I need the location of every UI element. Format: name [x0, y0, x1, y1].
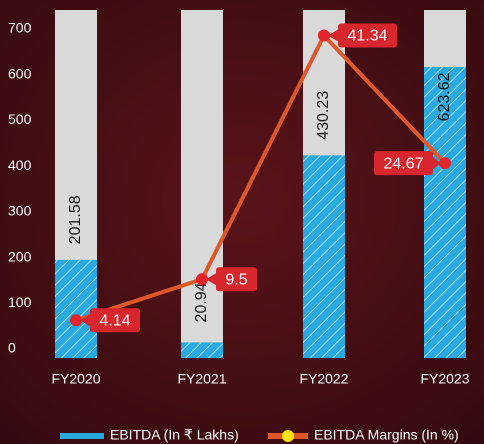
x-tick-label: FY2021 [177, 371, 226, 387]
line [75, 32, 447, 323]
y-tick-label: 500 [8, 111, 32, 127]
bar-track [181, 10, 223, 358]
y-tick-label: 700 [8, 20, 32, 36]
bar-value-label: 623.62 [436, 72, 453, 121]
x-tick-label: FY2020 [51, 371, 100, 387]
bar [424, 66, 466, 359]
y-tick-label: 300 [8, 203, 32, 219]
line-value-label: 9.5 [225, 271, 247, 288]
label-box [374, 151, 433, 176]
bar-value-label: 430.23 [315, 91, 332, 140]
line-value-label: 24.67 [383, 155, 423, 172]
x-tick-label: FY2023 [420, 371, 469, 387]
bar [181, 342, 223, 358]
legend-marker [282, 430, 294, 442]
y-tick-label: 200 [8, 248, 32, 264]
y-tick-label: 100 [8, 294, 32, 310]
label-pointer [206, 273, 216, 286]
y-tick-label: 400 [8, 157, 32, 173]
line-marker [70, 314, 82, 327]
legend-label: EBITDA Margins (In %) [314, 427, 459, 443]
line-value-label: 4.14 [99, 313, 130, 330]
legend-label: EBITDA (In ₹ Lakhs) [110, 427, 239, 443]
label-box [338, 23, 397, 48]
bar-value-label: 20.94 [193, 282, 210, 322]
bar [303, 155, 345, 358]
bar-value-label: 201.58 [67, 195, 84, 244]
label-box [216, 267, 257, 292]
line-value-label: 41.34 [347, 28, 387, 45]
x-tick-label: FY2022 [299, 371, 348, 387]
legend-swatch [60, 433, 104, 439]
label-box [90, 308, 140, 333]
y-tick-label: 600 [8, 65, 32, 81]
line-marker [439, 157, 451, 170]
line-marker [318, 29, 330, 42]
y-tick-label: 0 [8, 340, 16, 356]
label-pointer [80, 314, 90, 327]
label-pointer [433, 157, 441, 170]
bar [55, 259, 97, 358]
label-pointer [328, 29, 338, 42]
line-marker [196, 273, 208, 286]
